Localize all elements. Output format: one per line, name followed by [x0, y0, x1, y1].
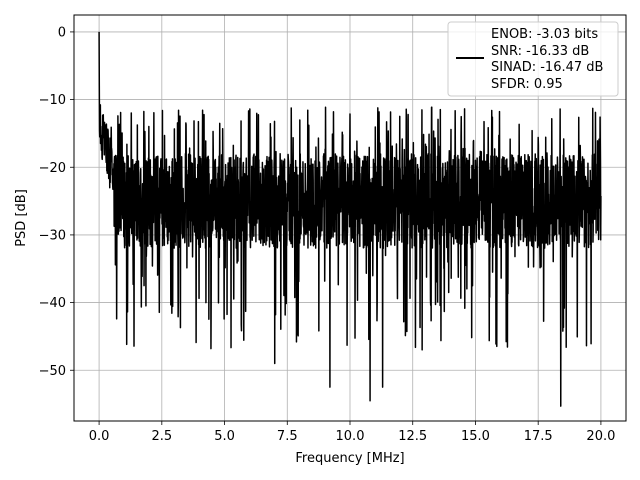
y-tick-label: −30 — [39, 228, 66, 243]
x-tick-label: 7.5 — [277, 429, 298, 444]
y-tick-label: −50 — [39, 364, 66, 379]
x-tick-label: 2.5 — [151, 429, 172, 444]
x-tick-label: 0.0 — [89, 429, 110, 444]
legend-sfdr: SFDR: 0.95 — [491, 77, 563, 92]
x-axis-ticks: 0.0 2.5 5.0 7.5 10.0 12.5 15.0 17.5 20.0 — [89, 421, 615, 444]
x-axis-label: Frequency [MHz] — [295, 451, 404, 466]
x-tick-label: 5.0 — [214, 429, 235, 444]
legend-enob: ENOB: -3.03 bits — [491, 27, 598, 42]
legend-box — [447, 21, 619, 97]
legend-snr: SNR: -16.33 dB — [491, 44, 589, 59]
y-tick-label: −40 — [39, 296, 66, 311]
y-tick-label: −10 — [39, 93, 66, 108]
legend: ENOB: -3.03 bits SNR: -16.33 dB SINAD: -… — [447, 21, 619, 97]
x-tick-label: 10.0 — [336, 429, 365, 444]
x-tick-label: 20.0 — [586, 429, 615, 444]
y-axis-ticks: 0 −10 −20 −30 −40 −50 — [39, 25, 74, 379]
x-tick-label: 17.5 — [524, 429, 553, 444]
y-axis-label: PSD [dB] — [14, 189, 29, 247]
y-tick-label: 0 — [58, 25, 66, 40]
legend-sinad: SINAD: -16.47 dB — [491, 60, 603, 75]
x-tick-label: 12.5 — [398, 429, 427, 444]
psd-series-line — [98, 31, 602, 407]
y-tick-label: −20 — [39, 161, 66, 176]
plot-area — [98, 31, 602, 407]
x-tick-label: 15.0 — [461, 429, 490, 444]
